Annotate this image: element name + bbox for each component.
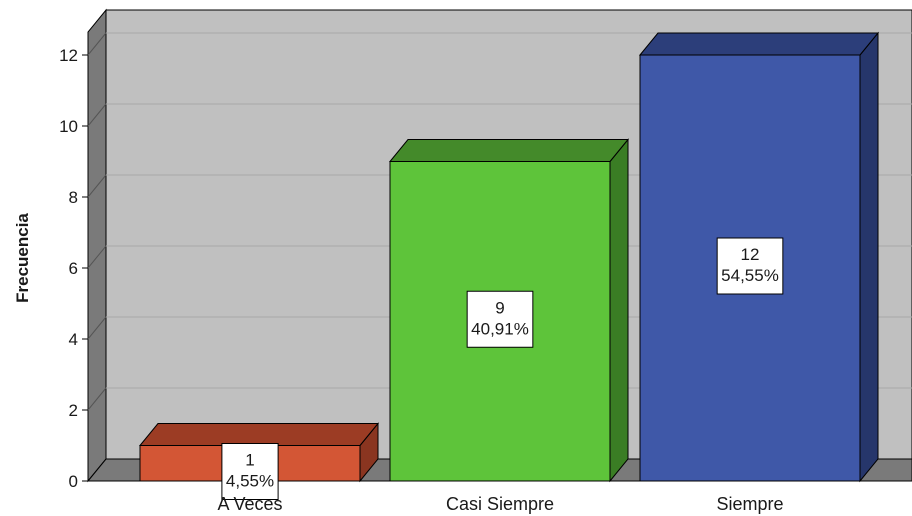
gridline-side [87, 103, 107, 127]
gridline-side [87, 245, 107, 269]
y-tick-label: 12 [59, 46, 78, 65]
bar-a-veces: 1 4,55% [138, 422, 380, 500]
y-axis-label: Frecuencia [13, 213, 32, 303]
y-tick-label: 10 [59, 117, 78, 136]
data-label-percent: 4,55% [226, 472, 274, 491]
gridline-side [87, 174, 107, 198]
data-label: 9 40,91% [466, 290, 534, 348]
x-category-label: A Veces [217, 494, 282, 514]
gridline-side [87, 387, 107, 411]
x-axis-categories: A Veces Casi Siempre Siempre [217, 494, 783, 514]
bar-casi-siempre: 9 40,91% [388, 138, 630, 483]
data-label-count: 12 [741, 245, 760, 264]
data-label-percent: 54,55% [721, 266, 779, 285]
y-axis-ticks: 0 2 4 6 8 10 12 [59, 46, 88, 491]
bar-siempre: 12 54,55% [638, 31, 880, 483]
side-wall [87, 8, 107, 483]
bar-top [638, 32, 880, 56]
data-label-box [466, 290, 534, 348]
y-tick-label: 8 [69, 188, 78, 207]
bar-side [859, 31, 879, 483]
x-category-label: Casi Siempre [446, 494, 554, 514]
gridline-side [87, 32, 107, 56]
gridline-side [87, 316, 107, 340]
y-tick-label: 2 [69, 401, 78, 420]
data-label-box [221, 443, 279, 500]
y-tick-label: 4 [69, 330, 78, 349]
data-label-count: 1 [245, 451, 254, 470]
y-tick-label: 0 [69, 472, 78, 491]
data-label: 12 54,55% [716, 237, 784, 295]
x-category-label: Siempre [716, 494, 783, 514]
data-label-percent: 40,91% [471, 319, 529, 338]
bar-top [138, 423, 380, 446]
data-label: 1 4,55% [221, 443, 279, 500]
y-tick-label: 6 [69, 259, 78, 278]
data-label-box [716, 237, 784, 295]
data-label-count: 9 [495, 298, 504, 317]
bars: 1 4,55% 9 40,91% 12 54,55% [138, 31, 880, 500]
bar-side [609, 138, 629, 483]
bar-top [388, 139, 630, 162]
